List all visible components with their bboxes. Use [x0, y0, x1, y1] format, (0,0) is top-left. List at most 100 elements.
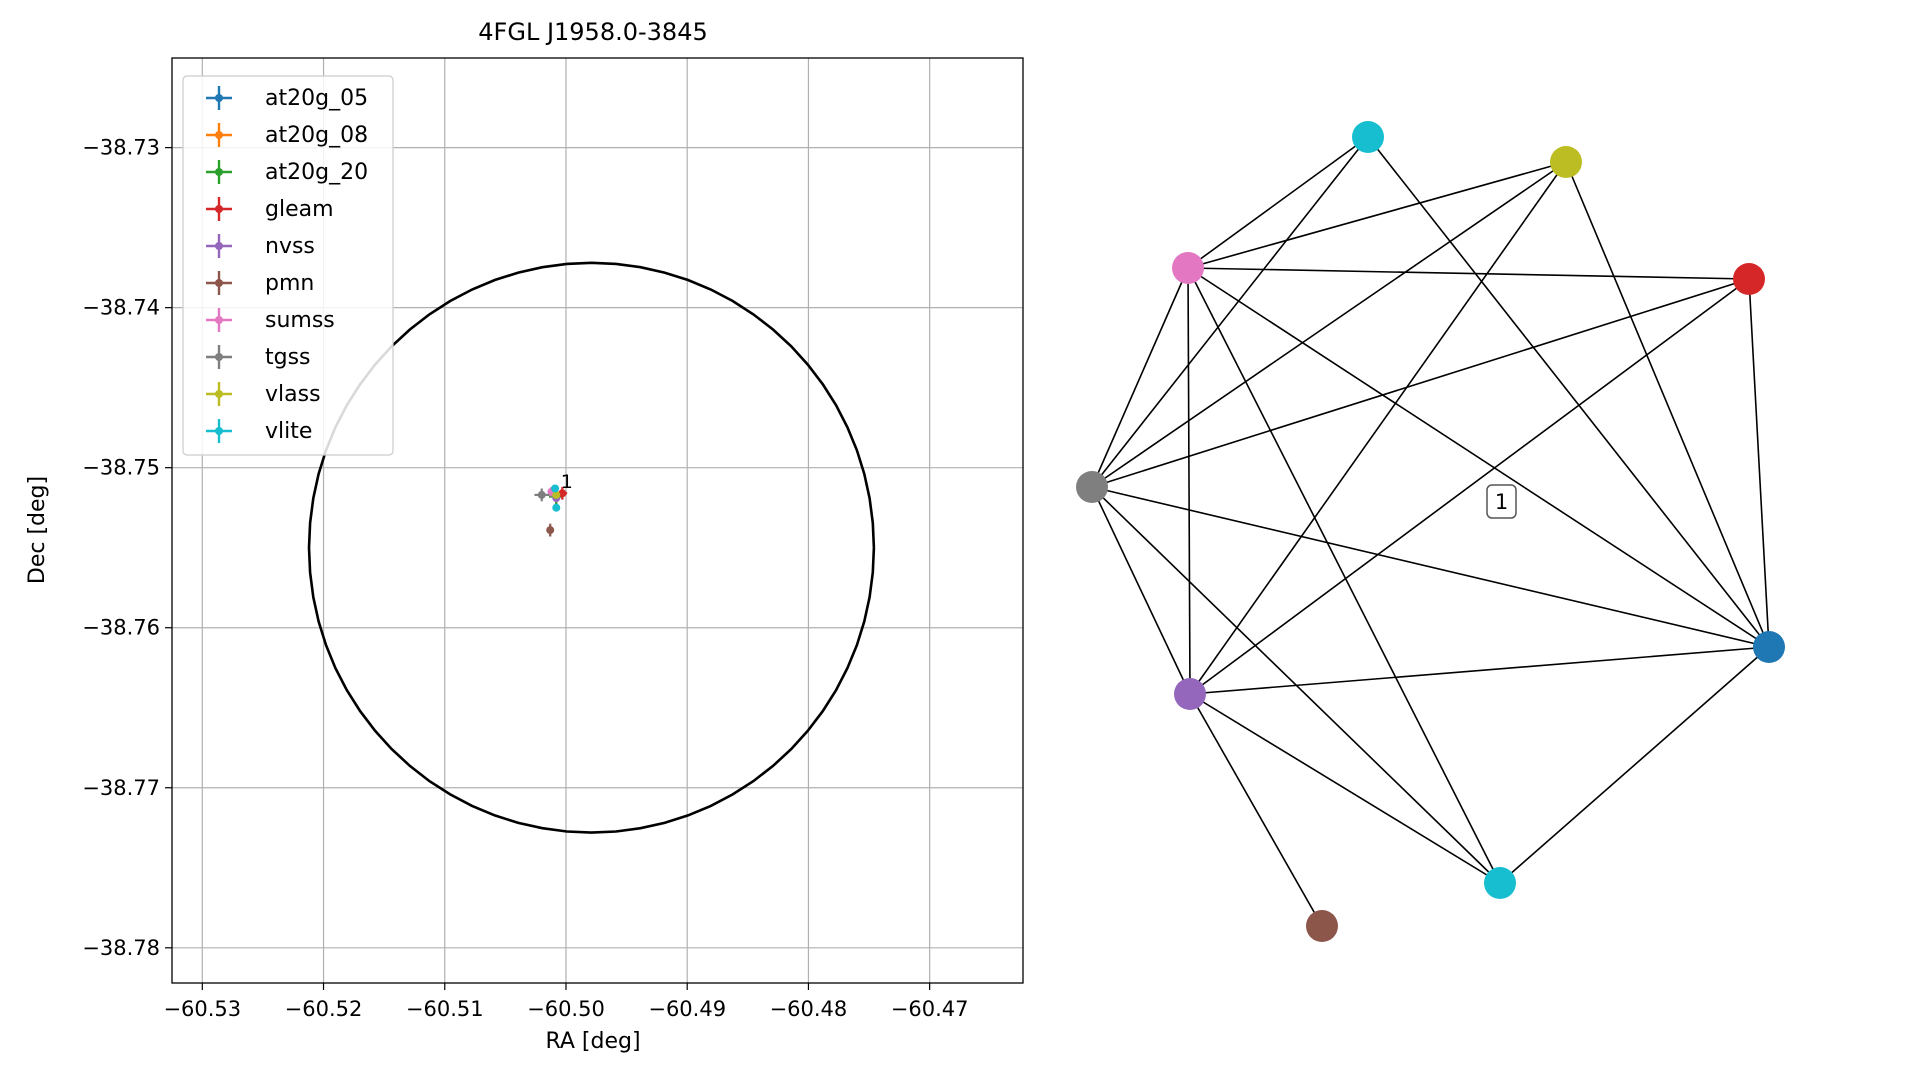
x-axis-label: RA [deg]: [545, 1029, 640, 1054]
graph-edge: [1187, 267, 1750, 280]
legend-item-vlite: vlite: [206, 419, 312, 444]
legend-marker-dot: [215, 427, 223, 435]
graph-edge: [1091, 136, 1369, 488]
graph-edge: [1187, 161, 1567, 269]
localization-ellipse: [307, 261, 876, 834]
sky-position-plot: 1 −60.53 −60.52 −60.51 −60.50 −60.49 −60.48 −6…: [25, 18, 1024, 1054]
graph-node-gray: [1076, 471, 1108, 503]
graph-edge: [1748, 278, 1770, 648]
legend-item-at20g_08: at20g_08: [206, 123, 368, 148]
legend-marker-dot: [215, 205, 223, 213]
graph-edge: [1187, 136, 1369, 269]
graph-node-pink: [1172, 252, 1204, 284]
legend-marker-dot: [215, 94, 223, 102]
graph-node-cyan_bottom: [1484, 867, 1516, 899]
legend-item-sumss: sumss: [206, 308, 335, 333]
point-marker: [552, 490, 561, 499]
point-pmn: [546, 523, 555, 537]
data-points: [534, 484, 568, 537]
graph-node-olive: [1550, 146, 1582, 178]
graph-edge: [1367, 136, 1770, 648]
graph-edge: [1499, 646, 1770, 884]
axis-ticks: −60.53 −60.52 −60.51 −60.50 −60.49 −60.48 −60.…: [82, 136, 968, 1021]
y-tick-label: −38.75: [82, 456, 160, 480]
graph-nodes: [1076, 121, 1785, 942]
legend-marker-dot: [215, 242, 223, 250]
graph-edge: [1091, 267, 1189, 488]
graph-edge: [1187, 267, 1770, 648]
x-tick-label: −60.53: [163, 997, 241, 1021]
graph-node-purple: [1174, 678, 1206, 710]
graph-edge: [1189, 646, 1770, 695]
graph-edge: [1091, 161, 1567, 488]
association-graph: 1: [1076, 121, 1785, 942]
x-tick-label: −60.51: [406, 997, 484, 1021]
point-marker: [537, 490, 546, 499]
legend-marker-dot: [215, 353, 223, 361]
grid-lines: [172, 58, 1023, 983]
graph-edge: [1091, 486, 1770, 648]
legend-item-tgss: tgss: [206, 345, 311, 370]
point-marker: [546, 526, 555, 535]
point-vlite: [551, 484, 560, 493]
legend-label: vlass: [265, 382, 321, 407]
graph-label-text: 1: [1495, 490, 1508, 514]
graph-edge: [1189, 278, 1750, 695]
legend-label: pmn: [265, 271, 314, 296]
y-tick-label: −38.77: [82, 776, 160, 800]
graph-label-box: [1486, 484, 1517, 519]
graph-edge: [1187, 267, 1501, 884]
graph-label: 1: [1486, 484, 1517, 519]
legend-marker-dot: [215, 279, 223, 287]
legend-marker-dot: [215, 131, 223, 139]
y-axis-label: Dec [deg]: [25, 476, 50, 584]
graph-edge: [1187, 267, 1191, 695]
graph-edge: [1565, 161, 1770, 648]
y-tick-label: −38.76: [82, 616, 160, 640]
legend-item-vlass: vlass: [206, 382, 321, 407]
x-tick-label: −60.50: [527, 997, 605, 1021]
legend-item-gleam: gleam: [206, 197, 334, 222]
legend-item-at20g_05: at20g_05: [206, 86, 368, 111]
legend-label: tgss: [265, 345, 311, 370]
legend-label: sumss: [265, 308, 335, 333]
legend-label: vlite: [265, 419, 312, 444]
x-tick-label: −60.48: [770, 997, 848, 1021]
point-marker: [558, 489, 567, 498]
y-tick-label: −38.73: [82, 136, 160, 160]
graph-edge: [1189, 693, 1323, 927]
legend-label: nvss: [265, 234, 315, 259]
legend-item-at20g_20: at20g_20: [206, 160, 368, 185]
x-tick-label: −60.49: [648, 997, 726, 1021]
point-marker: [552, 503, 561, 512]
graph-edge: [1091, 486, 1191, 695]
source-annotation: 1: [561, 471, 573, 493]
y-tick-label: −38.74: [82, 296, 160, 320]
legend-label: gleam: [265, 197, 334, 222]
legend-marker-dot: [215, 316, 223, 324]
point-vlass: [552, 490, 561, 499]
y-tick-label: −38.78: [82, 936, 160, 960]
legend-marker-dot: [215, 168, 223, 176]
graph-edge: [1189, 693, 1501, 884]
graph-edges: [1091, 136, 1770, 927]
legend-box: [182, 75, 394, 456]
legend-label: at20g_05: [265, 86, 368, 111]
legend-label: at20g_08: [265, 123, 368, 148]
legend-marker-dot: [215, 390, 223, 398]
graph-node-red: [1733, 263, 1765, 295]
legend-label: at20g_20: [265, 160, 368, 185]
point-marker: [551, 484, 560, 493]
legend-item-pmn: pmn: [206, 271, 314, 296]
legend-item-nvss: nvss: [206, 234, 315, 259]
ellipse-outline: [307, 261, 876, 834]
chart-title: 4FGL J1958.0-3845: [478, 18, 707, 46]
x-tick-label: −60.52: [285, 997, 363, 1021]
x-tick-label: −60.47: [891, 997, 969, 1021]
graph-node-blue: [1753, 631, 1785, 663]
graph-edge: [1091, 278, 1750, 488]
graph-edge: [1189, 161, 1567, 695]
graph-node-cyan_top: [1352, 121, 1384, 153]
